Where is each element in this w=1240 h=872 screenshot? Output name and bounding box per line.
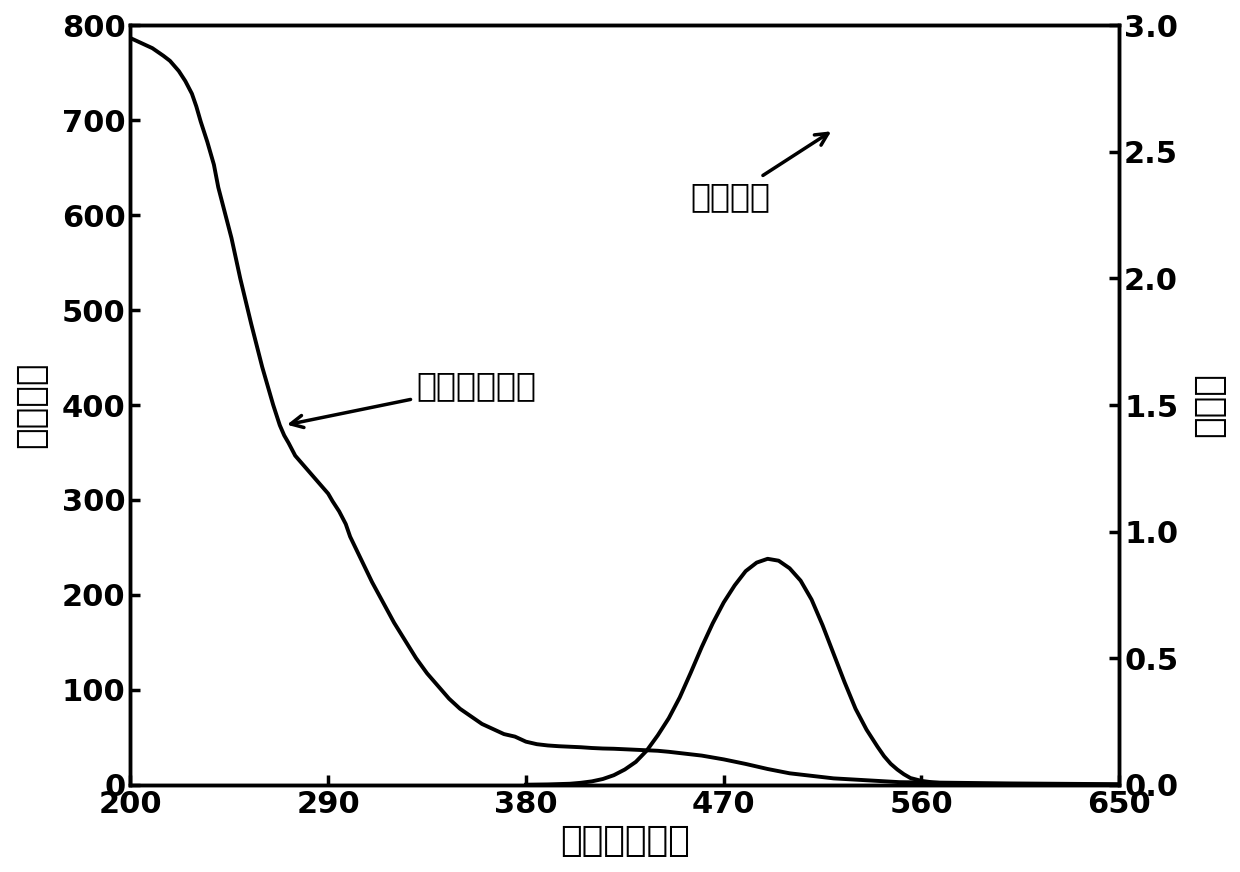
X-axis label: 波长（纳米）: 波长（纳米） xyxy=(560,824,689,858)
Text: 荚光图谱: 荚光图谱 xyxy=(691,133,828,213)
Text: 紫外吸收图谱: 紫外吸收图谱 xyxy=(290,370,536,427)
Y-axis label: 荚光强度: 荚光强度 xyxy=(14,362,48,448)
Y-axis label: 吸光度: 吸光度 xyxy=(1192,372,1226,438)
